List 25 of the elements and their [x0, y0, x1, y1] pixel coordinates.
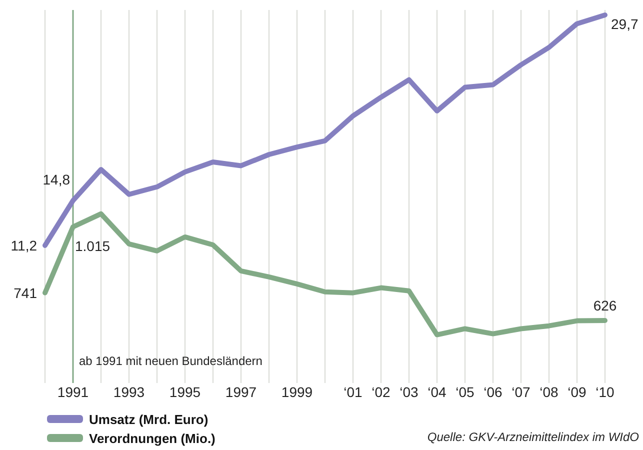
x-tick-label: ‘05 [456, 384, 475, 400]
x-tick-label: ‘01 [344, 384, 363, 400]
data-label: 14,8 [42, 172, 70, 188]
x-tick-label: 1993 [113, 384, 145, 400]
x-tick-label: ‘03 [400, 384, 419, 400]
data-label: 741 [14, 284, 38, 301]
legend-label: Umsatz (Mrd. Euro) [89, 412, 208, 427]
x-tick-label: ‘10 [596, 384, 615, 400]
x-tick-label: ‘06 [484, 384, 503, 400]
x-tick-label: ‘07 [512, 384, 531, 400]
x-tick-label: 1995 [169, 384, 201, 400]
x-tick-label: ‘04 [428, 384, 447, 400]
x-tick-label: 1991 [57, 384, 89, 400]
source-note: Quelle: GKV-Arzneimittelindex im WIdO [427, 430, 639, 444]
data-label: 11,2 [10, 237, 38, 254]
x-tick-label: ‘09 [568, 384, 587, 400]
x-tick-label: ‘08 [540, 384, 559, 400]
data-label: 29,7 [611, 16, 638, 32]
x-tick-label: 1997 [225, 384, 257, 400]
x-tick-label: ‘02 [372, 384, 391, 400]
data-label: 626 [593, 298, 617, 314]
ref-line-label: ab 1991 mit neuen Bundesländern [79, 354, 262, 368]
data-label: 1.015 [75, 238, 110, 254]
x-tick-label: 1999 [281, 384, 313, 400]
legend-label: Verordnungen (Mio.) [89, 431, 216, 446]
